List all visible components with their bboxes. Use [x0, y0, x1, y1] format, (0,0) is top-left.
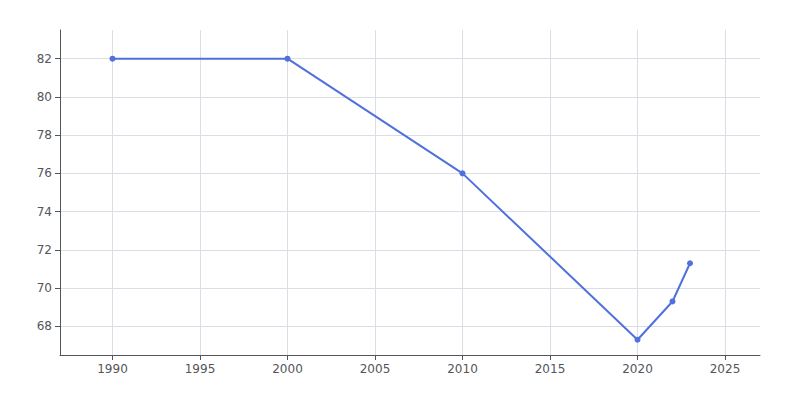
svg-text:70: 70 [37, 281, 52, 295]
svg-text:82: 82 [37, 52, 52, 66]
svg-text:2015: 2015 [535, 362, 566, 376]
svg-text:80: 80 [37, 90, 52, 104]
svg-text:2000: 2000 [272, 362, 303, 376]
svg-text:76: 76 [37, 166, 52, 180]
svg-text:1995: 1995 [185, 362, 216, 376]
svg-text:2020: 2020 [622, 362, 653, 376]
svg-text:74: 74 [37, 205, 52, 219]
svg-text:2025: 2025 [710, 362, 741, 376]
svg-text:68: 68 [37, 319, 52, 333]
svg-text:78: 78 [37, 128, 52, 142]
svg-text:1990: 1990 [97, 362, 128, 376]
svg-text:72: 72 [37, 243, 52, 257]
svg-text:2010: 2010 [447, 362, 478, 376]
svg-text:2005: 2005 [360, 362, 391, 376]
